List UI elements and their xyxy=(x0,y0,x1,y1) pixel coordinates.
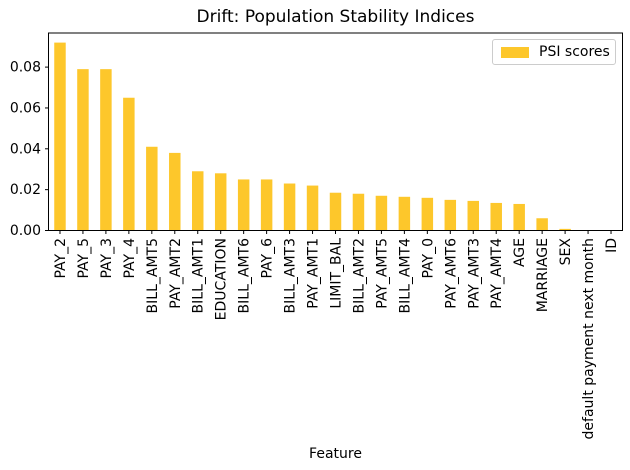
x-tick-label-AGE: AGE xyxy=(512,238,528,267)
bar-AGE xyxy=(513,203,525,231)
bar-BILL_AMT1 xyxy=(192,171,204,231)
bar-PAY_AMT6 xyxy=(444,199,457,231)
x-tick-label-BILL_AMT2: BILL_AMT2 xyxy=(351,238,367,313)
bar-BILL_AMT2 xyxy=(352,193,365,231)
bar-PAY_3 xyxy=(100,69,112,231)
bar-SEX xyxy=(559,228,571,231)
bar-BILL_AMT6 xyxy=(237,179,250,231)
bar-LIMIT_BAL xyxy=(329,192,342,231)
x-tick-label-PAY_AMT3: PAY_AMT3 xyxy=(466,238,482,309)
x-tick-label-SEX: SEX xyxy=(558,238,574,266)
bar-EDUCATION xyxy=(214,173,227,231)
x-tick-label-PAY_0: PAY_0 xyxy=(420,238,436,279)
x-tick-label-BILL_AMT4: BILL_AMT4 xyxy=(397,238,413,314)
x-tick-label-PAY_AMT4: PAY_AMT4 xyxy=(489,238,505,309)
bar-PAY_2 xyxy=(54,42,66,231)
bar-MARRIAGE xyxy=(536,218,548,231)
x-tick-label-PAY_AMT5: PAY_AMT5 xyxy=(374,238,390,309)
x-tick-label-BILL_AMT1: BILL_AMT1 xyxy=(191,238,207,313)
y-tick-label: 0.04 xyxy=(10,141,41,157)
y-tick-label: 0.08 xyxy=(10,60,41,76)
y-tick-label: 0.00 xyxy=(10,223,41,239)
x-tick-label-ID: ID xyxy=(604,238,620,253)
y-tick-label: 0.06 xyxy=(10,100,41,116)
bar-PAY_4 xyxy=(123,97,135,231)
x-tick-label-BILL_AMT5: BILL_AMT5 xyxy=(145,238,161,313)
bar-BILL_AMT3 xyxy=(283,183,296,231)
bar-PAY_AMT5 xyxy=(375,195,388,231)
x-tick-label-EDUCATION: EDUCATION xyxy=(214,238,230,320)
x-tick-label-PAY_AMT2: PAY_AMT2 xyxy=(168,238,184,309)
x-tick-label-PAY_AMT6: PAY_AMT6 xyxy=(443,238,459,309)
x-tick-label-PAY_5: PAY_5 xyxy=(76,238,92,279)
x-tick-label-LIMIT_BAL: LIMIT_BAL xyxy=(329,238,345,309)
bar-PAY_AMT1 xyxy=(306,185,319,231)
x-axis-label: Feature xyxy=(309,446,362,462)
bar-PAY_6 xyxy=(260,179,273,231)
x-tick-label-PAY_3: PAY_3 xyxy=(99,238,115,279)
x-tick-label-PAY_AMT1: PAY_AMT1 xyxy=(306,238,322,309)
legend-swatch-psi-scores xyxy=(501,46,529,58)
bar-PAY_5 xyxy=(77,69,89,231)
bar-PAY_AMT3 xyxy=(467,200,479,231)
legend-label: PSI scores xyxy=(539,44,610,60)
x-tick-label-BILL_AMT6: BILL_AMT6 xyxy=(237,238,253,314)
bar-PAY_0 xyxy=(421,197,434,231)
chart-title: Drift: Population Stability Indices xyxy=(196,7,475,27)
legend: PSI scores xyxy=(492,39,616,65)
bar-PAY_AMT4 xyxy=(490,202,502,231)
bar-BILL_AMT4 xyxy=(398,196,411,231)
x-tick-label-BILL_AMT3: BILL_AMT3 xyxy=(283,238,299,313)
x-tick-label-PAY_2: PAY_2 xyxy=(53,238,69,279)
bar-PAY_AMT2 xyxy=(169,152,181,231)
x-tick-label-MARRIAGE: MARRIAGE xyxy=(535,238,551,312)
x-tick-label-PAY_4: PAY_4 xyxy=(122,238,138,279)
y-tick-label: 0.02 xyxy=(10,182,41,198)
x-tick-label-default payment next month: default payment next month xyxy=(581,238,597,439)
bar-BILL_AMT5 xyxy=(146,146,158,231)
x-tick-label-PAY_6: PAY_6 xyxy=(260,238,276,279)
